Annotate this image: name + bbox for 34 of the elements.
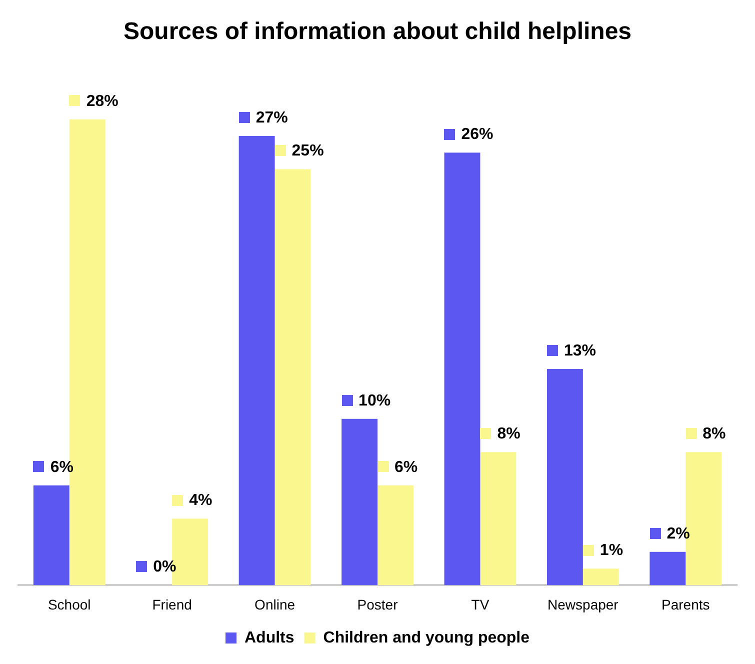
- data-label: 26%: [461, 126, 494, 144]
- bar: [33, 485, 70, 586]
- x-tick-label: Friend: [152, 596, 192, 612]
- bar: [378, 485, 414, 586]
- legend-label: Adults: [244, 629, 294, 646]
- chart-title: Sources of information about child helplines: [123, 18, 632, 46]
- data-label: 28%: [86, 92, 118, 110]
- data-label: 0%: [153, 558, 176, 576]
- bar: [342, 418, 378, 586]
- data-label: 8%: [497, 426, 520, 443]
- data-label: 27%: [256, 109, 288, 126]
- data-label: 6%: [50, 458, 74, 476]
- bar: [650, 552, 686, 586]
- bar: [274, 169, 311, 586]
- x-tick-label: Parents: [662, 596, 710, 612]
- x-tick-label: Newspaper: [548, 596, 619, 612]
- data-label: 4%: [189, 492, 212, 510]
- x-tick-label: TV: [471, 596, 490, 612]
- bar: [444, 152, 480, 586]
- data-label: 1%: [600, 542, 624, 559]
- x-tick-label: School: [48, 596, 91, 612]
- x-tick-label: Online: [254, 596, 296, 612]
- data-label: 25%: [292, 142, 324, 160]
- bar: [546, 368, 583, 586]
- data-label: 10%: [358, 392, 391, 410]
- x-tick-label: Poster: [357, 596, 398, 612]
- bar: [582, 568, 619, 586]
- bar: [480, 452, 516, 586]
- data-label: 6%: [394, 458, 418, 476]
- bar: [238, 136, 275, 586]
- data-label: 8%: [702, 426, 726, 443]
- data-label: 2%: [666, 525, 690, 542]
- data-label: 13%: [564, 342, 596, 360]
- legend-label: Children and young people: [323, 629, 530, 646]
